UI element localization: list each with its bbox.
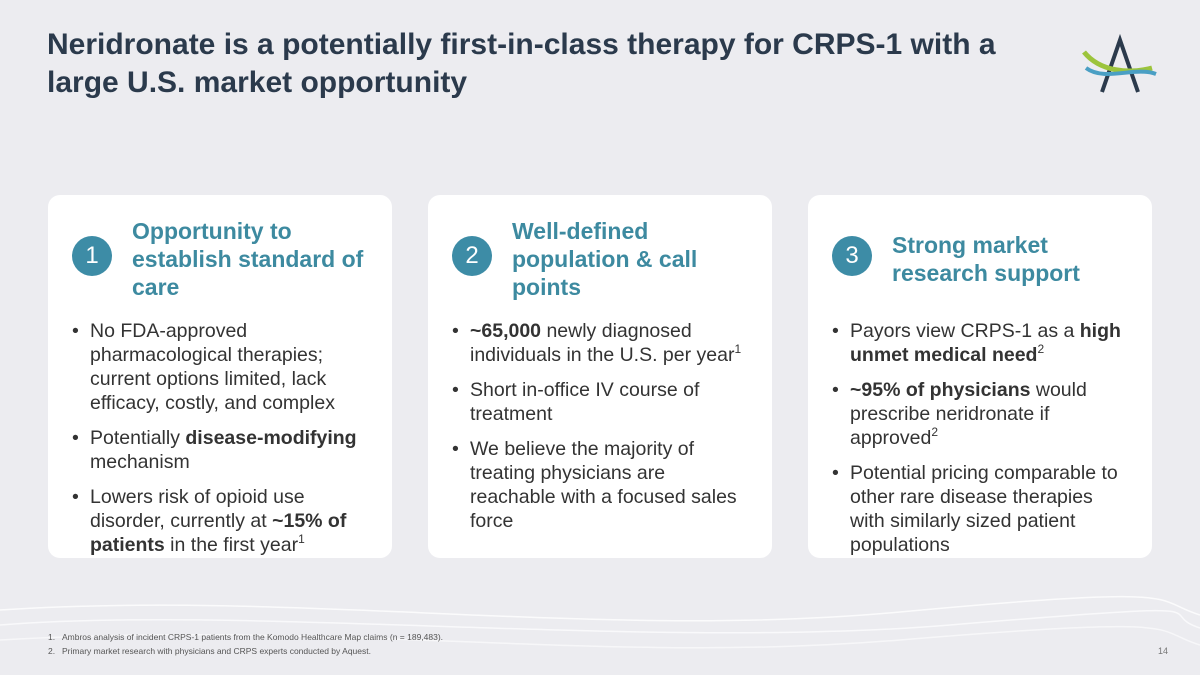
footnote-text: Ambros analysis of incident CRPS-1 patie… — [62, 632, 444, 642]
bullet-text: Potentially — [90, 427, 186, 449]
bullet-text: mechanism — [90, 451, 190, 473]
card: 2 Well-defined population & call points ~6… — [428, 195, 772, 558]
bullet: Lowers risk of opioid use disorder, curr… — [72, 485, 370, 557]
bullet-list: ~65,000 newly diagnosed individuals in t… — [452, 319, 750, 533]
bullet-text: high unmet medical need — [850, 320, 1121, 366]
card: 1 Opportunity to establish standard of ca… — [48, 195, 392, 558]
bullet-text: Short in-office IV course of treatment — [470, 379, 700, 425]
bullet: No FDA-approved pharmacological therapie… — [72, 319, 370, 415]
bullet-text: ~15% of patients — [90, 510, 347, 556]
card-heading: Strong market research support — [892, 232, 1080, 286]
bullet-list: Payors view CRPS-1 as a high unmet medic… — [832, 319, 1130, 557]
footnote: 1. Ambros analysis of incident CRPS-1 pat… — [48, 632, 443, 642]
logo — [1082, 33, 1157, 93]
bullet-text: in the first year — [164, 534, 299, 556]
card-header: 1 Opportunity to establish standard of ca… — [72, 215, 370, 303]
page-number: 14 — [1158, 646, 1169, 656]
footnote-ref: 1 — [734, 342, 742, 356]
footnote-number: 2. — [48, 646, 56, 656]
bullet-text: We believe the majority of treating phys… — [470, 438, 737, 532]
bullet: Potential pricing comparable to other ra… — [832, 461, 1130, 557]
footnote-text: Primary market research with physicians … — [62, 646, 371, 656]
bullet-text: Potential pricing comparable to other ra… — [850, 462, 1118, 556]
bullet: Payors view CRPS-1 as a high unmet medic… — [832, 319, 1130, 367]
bullet: ~65,000 newly diagnosed individuals in t… — [452, 319, 750, 367]
number-badge: 1 — [72, 236, 112, 276]
bullet: We believe the majority of treating phys… — [452, 437, 750, 533]
slide-title: Neridronate is a potentially first-in-cl… — [47, 28, 996, 99]
card-header: 2 Well-defined population & call points — [452, 215, 750, 303]
bullet-text: disease-modifying — [185, 427, 357, 449]
footnote: 2. Primary market research with physician… — [48, 646, 371, 656]
number-badge: 2 — [452, 236, 492, 276]
footnote-ref: 1 — [298, 532, 305, 546]
bullet-text: No FDA-approved pharmacological therapie… — [90, 320, 335, 414]
footnote-number: 1. — [48, 632, 56, 642]
card: 3 Strong market research support Payors vi… — [808, 195, 1152, 558]
bullet-text: ~95% of physicians — [850, 379, 1031, 401]
bullet-list: No FDA-approved pharmacological therapie… — [72, 319, 370, 557]
footnote-ref: 2 — [931, 425, 939, 439]
bullet-text: newly diagnosed individuals in the U.S. … — [470, 320, 735, 366]
bullet-text: ~65,000 — [470, 320, 542, 342]
card-header: 3 Strong market research support — [832, 215, 1130, 303]
bullet-text: would prescribe neridronate if approved — [850, 379, 1087, 449]
bullet-text: Payors view CRPS-1 as a — [850, 320, 1080, 342]
bullet: ~95% of physicians would prescribe nerid… — [832, 378, 1130, 450]
footnote-ref: 2 — [1037, 342, 1045, 356]
card-heading: Well-defined population & call points — [512, 218, 698, 300]
bullet: Short in-office IV course of treatment — [452, 378, 750, 426]
number-badge: 3 — [832, 236, 872, 276]
bullet-text: Lowers risk of opioid use disorder, curr… — [90, 486, 305, 532]
bullet: Potentially disease-modifying mechanism — [72, 426, 370, 474]
card-heading: Opportunity to establish standard of car… — [132, 218, 364, 300]
